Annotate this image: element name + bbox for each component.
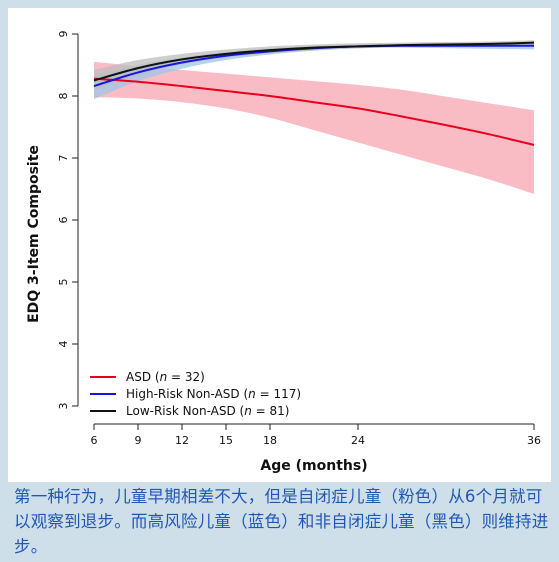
y-axis-label: EDQ 3-Item Composite — [26, 145, 42, 323]
figure-panel: 6 9 12 15 18 24 36 3 4 5 6 7 8 9 ASD (n = 32) High-Ris… — [8, 8, 551, 482]
y-tick-label: 4 — [57, 341, 70, 348]
y-tick-label: 8 — [57, 93, 70, 100]
x-tick-label: 15 — [219, 434, 233, 447]
x-tick-label: 36 — [527, 434, 541, 447]
y-tick-label: 5 — [57, 279, 70, 286]
x-tick-label: 18 — [263, 434, 277, 447]
y-tick-label: 7 — [57, 155, 70, 162]
low-risk-non-asd-confidence-band — [94, 40, 534, 90]
legend-label: Low-Risk Non-ASD (n = 81) — [126, 404, 289, 418]
series-lines — [93, 41, 535, 146]
x-tick-label: 6 — [91, 434, 98, 447]
x-axis-label: Age (months) — [260, 458, 367, 474]
legend: ASD (n = 32) High-Risk Non-ASD (n = 117) L… — [90, 370, 301, 418]
asd-confidence-band — [94, 61, 534, 194]
asd-series-line — [93, 77, 535, 146]
x-tick-label: 9 — [135, 434, 142, 447]
x-tick-label: 12 — [175, 434, 189, 447]
line-chart: 6 9 12 15 18 24 36 3 4 5 6 7 8 9 ASD (n = 32) High-Ris… — [26, 31, 541, 475]
figure-caption: 第一种行为，儿童早期相差不大，但是自闭症儿童（粉色）从6个月就可以观察到退步。而… — [14, 487, 549, 556]
y-tick-label: 3 — [57, 403, 70, 410]
y-tick-label: 9 — [57, 31, 70, 38]
y-tick-label: 6 — [57, 217, 70, 224]
axes: 6 9 12 15 18 24 36 3 4 5 6 7 8 9 — [57, 31, 541, 448]
legend-label: High-Risk Non-ASD (n = 117) — [126, 387, 301, 401]
x-tick-label: 24 — [351, 434, 365, 447]
legend-label: ASD (n = 32) — [126, 370, 205, 384]
low-risk-non-asd-series-line — [93, 41, 535, 82]
